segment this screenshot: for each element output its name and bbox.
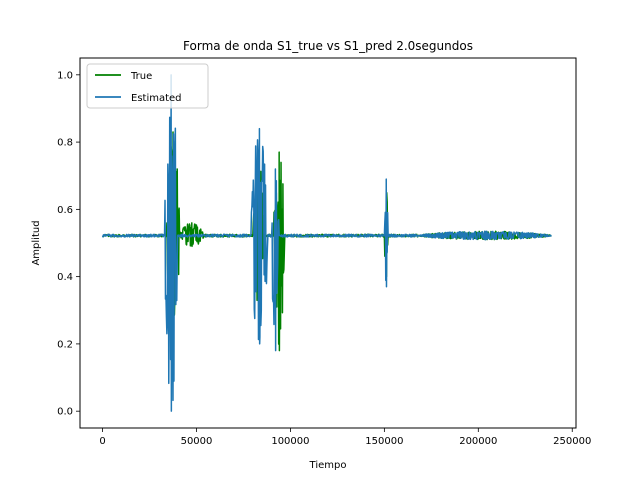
x-tick-label: 250000 [553, 436, 591, 447]
series-line-estimated [101, 74, 552, 412]
y-tick-label: 0.6 [57, 205, 73, 216]
chart-title: Forma de onda S1_true vs S1_pred 2.0segu… [183, 39, 473, 53]
x-tick-label: 100000 [271, 436, 309, 447]
legend: True Estimated [86, 63, 209, 109]
x-tick-label: 150000 [365, 436, 403, 447]
x-tick-label: 0 [99, 436, 105, 447]
legend-label-estimated: Estimated [131, 93, 182, 104]
y-tick-label: 1.0 [57, 70, 73, 81]
plot-frame [79, 57, 577, 429]
x-tick-label: 50000 [181, 436, 213, 447]
y-tick-label: 0.0 [57, 407, 73, 418]
legend-label-true: True [130, 71, 152, 82]
y-tick-label: 0.8 [57, 138, 73, 149]
y-tick-label: 0.4 [57, 272, 73, 283]
y-tick-label: 0.2 [57, 339, 73, 350]
x-axis-label: Tiempo [309, 460, 347, 471]
x-tick-label: 200000 [459, 436, 497, 447]
y-axis-label: Amplitud [31, 220, 42, 265]
